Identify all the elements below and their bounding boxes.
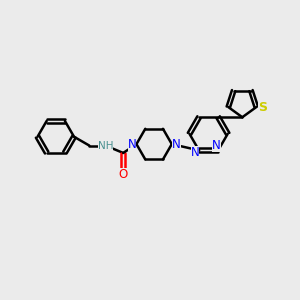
Text: O: O xyxy=(118,168,128,181)
Text: N: N xyxy=(190,146,199,159)
Text: S: S xyxy=(258,100,267,114)
Text: N: N xyxy=(172,138,181,151)
Text: N: N xyxy=(128,138,136,151)
Text: N: N xyxy=(212,139,221,152)
Text: NH: NH xyxy=(98,141,113,151)
